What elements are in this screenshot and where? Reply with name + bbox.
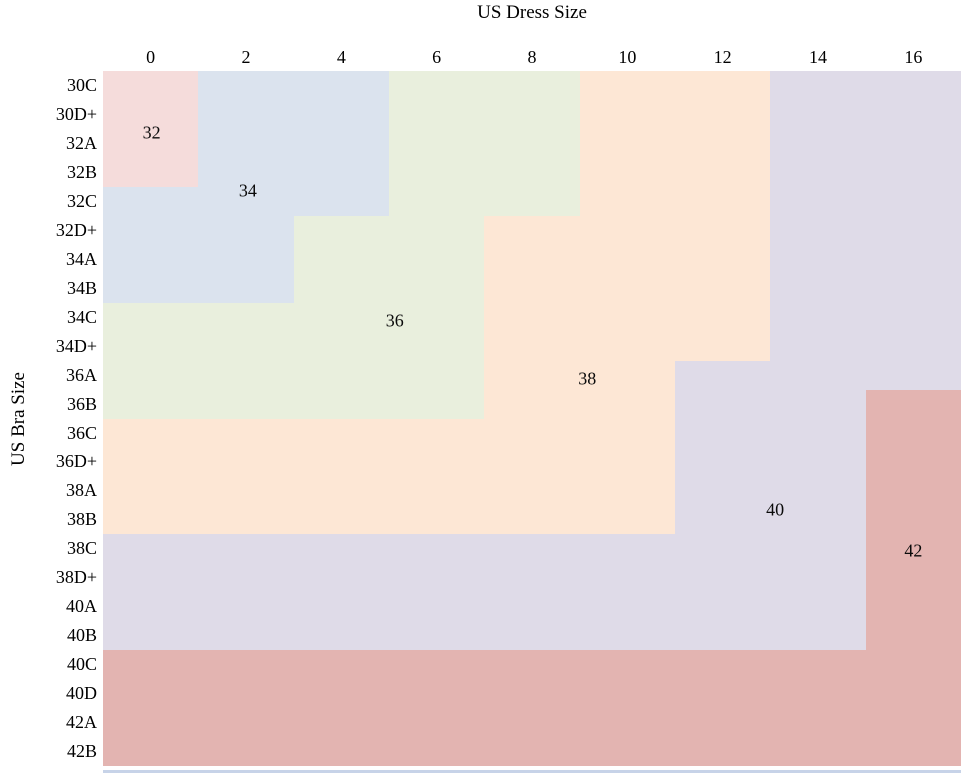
region-rect-34	[198, 71, 389, 187]
y-tick-label-42B: 42B	[66, 741, 97, 762]
x-tick-label-16: 16	[904, 47, 923, 67]
region-rect-38	[580, 71, 770, 216]
region-rect-42	[103, 650, 961, 766]
region-rect-36	[389, 71, 580, 216]
x-tick-label-8: 8	[527, 47, 537, 67]
x-tick-label-2: 2	[241, 47, 251, 67]
y-tick-label-40A: 40A	[66, 596, 97, 617]
region-rect-40	[103, 534, 866, 650]
region-rect-36	[294, 216, 484, 303]
y-tick-label-34D+: 34D+	[55, 335, 97, 356]
region-label-32: 32	[142, 122, 161, 143]
x-tick-label-12: 12	[713, 47, 732, 67]
region-rect-40	[770, 71, 961, 361]
x-tick-label-10: 10	[618, 47, 637, 67]
y-tick-label-32A: 32A	[66, 132, 97, 153]
y-tick-label-32D+: 32D+	[55, 219, 97, 240]
y-tick-label-38A: 38A	[66, 480, 97, 501]
y-tick-label-30C: 30C	[66, 75, 97, 95]
y-tick-label-32C: 32C	[66, 190, 97, 211]
y-tick-label-34A: 34A	[66, 248, 97, 269]
y-tick-label-42A: 42A	[66, 712, 97, 733]
region-label-38: 38	[578, 368, 597, 389]
region-rect-38	[484, 361, 675, 419]
y-tick-label-38C: 38C	[66, 538, 97, 559]
y-tick-label-34C: 34C	[66, 306, 97, 327]
x-tick-label-14: 14	[809, 47, 827, 67]
y-tick-label-36B: 36B	[66, 393, 97, 414]
region-rect-36	[103, 303, 484, 419]
region-label-36: 36	[385, 310, 404, 331]
region-rect-40	[675, 361, 961, 390]
x-tick-label-4: 4	[336, 47, 346, 67]
region-rect-32	[103, 71, 198, 187]
y-tick-label-36C: 36C	[66, 422, 97, 443]
y-tick-label-34B: 34B	[66, 277, 97, 298]
y-tick-label-30D+: 30D+	[55, 103, 97, 124]
region-label-40: 40	[766, 499, 785, 520]
x-axis-title: US Dress Size	[477, 2, 587, 23]
y-tick-label-40B: 40B	[66, 625, 97, 646]
x-tick-label-6: 6	[432, 47, 442, 67]
plot-area: 32 34 36 38 40 42	[103, 71, 961, 766]
x-tick-label-0: 0	[146, 47, 156, 67]
y-tick-label-32B: 32B	[66, 161, 97, 182]
region-label-34: 34	[238, 180, 257, 201]
region-rect-38	[484, 216, 770, 361]
y-tick-label-40D: 40D	[66, 683, 97, 704]
y-tick-label-36D+: 36D+	[55, 451, 97, 472]
region-rect-40	[675, 390, 866, 534]
region-label-42: 42	[904, 540, 923, 561]
y-tick-label-40C: 40C	[66, 654, 97, 675]
region-rect-38	[103, 419, 675, 534]
region-rect-34	[103, 187, 389, 216]
x-axis-baseline	[103, 770, 961, 773]
region-rect-34	[103, 216, 294, 303]
y-tick-label-36A: 36A	[66, 364, 97, 385]
y-tick-label-38D+: 38D+	[55, 567, 97, 588]
region-rect-42	[866, 390, 961, 650]
y-tick-label-38B: 38B	[66, 509, 97, 530]
